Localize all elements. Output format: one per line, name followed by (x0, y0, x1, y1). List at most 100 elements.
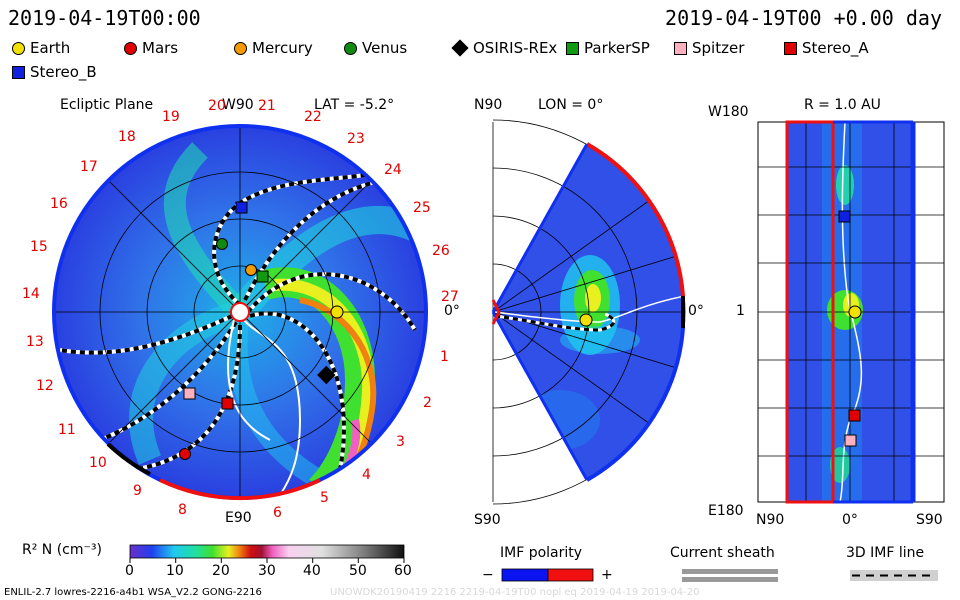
colorbar-label: R² N (cm⁻³) (22, 542, 102, 558)
earth-ecliptic-marker (330, 305, 344, 319)
legend-label: ParkerSP (584, 39, 650, 57)
carrington-label-21: 21 (258, 98, 276, 114)
ecliptic-top-label: W90 (222, 97, 254, 113)
legend-label: Venus (362, 39, 408, 57)
mercury-ecliptic-marker (245, 264, 257, 276)
spitzer-marker-icon (674, 41, 687, 55)
carrington-label-14: 14 (22, 286, 40, 302)
earth-marker-icon (12, 41, 25, 55)
footer-model-info: ENLIL-2.7 lowres-2216-a4b1 WSA_V2.2 GONG… (4, 587, 262, 598)
carrington-label-9: 9 (133, 483, 142, 499)
radial-bottom-left-label: E180 (708, 503, 744, 519)
legend-label: OSIRIS-REx (473, 39, 558, 57)
carrington-label-11: 11 (58, 422, 76, 438)
colorbar-tick-60: 60 (394, 563, 412, 579)
meridional-bottom-label: S90 (474, 512, 501, 528)
colorbar-tick-10: 10 (166, 563, 184, 579)
radial-mid-label: 1 (736, 303, 745, 319)
colorbar-tick-50: 50 (349, 563, 367, 579)
imf-plus-label: + (601, 567, 613, 583)
legend-label: Spitzer (692, 39, 745, 57)
colorbar-tick-0: 0 (125, 563, 134, 579)
carrington-label-19: 19 (162, 109, 180, 125)
datetime-left: 2019-04-19T00:00 (8, 6, 201, 30)
legend-stereo-a: Stereo_A (784, 39, 869, 57)
parkersp-marker-icon (566, 41, 579, 55)
carrington-label-8: 8 (178, 502, 187, 518)
ecliptic-right-label: 0° (444, 303, 460, 319)
carrington-label-1: 1 (440, 349, 449, 365)
legend-label: Stereo_A (802, 39, 869, 57)
legend-stereo-b: Stereo_B (12, 63, 97, 81)
osiris-rex-ecliptic-marker (317, 365, 336, 385)
carrington-label-24: 24 (384, 162, 402, 178)
carrington-label-27: 27 (441, 289, 459, 305)
carrington-label-10: 10 (89, 455, 107, 471)
radial-tick-s90: S90 (916, 512, 943, 528)
legend-label: Mercury (252, 39, 313, 57)
legend-osiris-rex: OSIRIS-REx (451, 39, 558, 57)
carrington-label-18: 18 (118, 129, 136, 145)
carrington-label-6: 6 (273, 505, 282, 521)
imf-polarity-label: IMF polarity (500, 545, 583, 561)
parkersp-ecliptic-marker (256, 270, 269, 283)
ecliptic-bottom-label: E90 (225, 510, 252, 526)
legend-spitzer: Spitzer (674, 39, 744, 57)
legend-earth: Earth (12, 39, 70, 57)
legend-label: Mars (142, 39, 179, 57)
mars-marker-icon (124, 41, 137, 55)
ecliptic-title: Ecliptic Plane (60, 97, 154, 113)
stereo-b-marker-icon (12, 65, 25, 79)
radial-tick-0: 0° (842, 512, 858, 528)
carrington-label-15: 15 (30, 239, 48, 255)
venus-marker-icon (344, 41, 357, 55)
ecliptic-lat-label: LAT = -5.2° (314, 97, 395, 113)
spitzer-radial-marker (844, 434, 857, 447)
stereo-a-radial-marker (848, 409, 861, 422)
mars-ecliptic-marker (179, 448, 191, 460)
meridional-top-label: N90 (474, 97, 503, 113)
spitzer-ecliptic-marker (183, 387, 196, 400)
legend-label: Earth (30, 39, 71, 57)
earth-radial-marker (848, 305, 862, 319)
mercury-marker-icon (234, 41, 247, 55)
radial-top-left-label: W180 (708, 104, 749, 120)
carrington-label-20: 20 (208, 98, 226, 114)
legend-label: Stereo_B (30, 63, 97, 81)
stereo-a-marker-icon (784, 41, 797, 55)
ecliptic-panel (52, 124, 428, 501)
colorbar-tick-40: 40 (303, 563, 321, 579)
meridional-lon-label: LON = 0° (538, 97, 604, 113)
legend-venus: Venus (344, 39, 407, 57)
carrington-label-4: 4 (362, 467, 371, 483)
carrington-label-22: 22 (304, 109, 322, 125)
imf-negative-swatch (501, 568, 549, 582)
imf-line-label: 3D IMF line (846, 545, 925, 561)
imf-positive-swatch (547, 568, 594, 582)
carrington-label-25: 25 (413, 200, 431, 216)
colorbar-tick-20: 20 (212, 563, 230, 579)
carrington-label-2: 2 (423, 395, 432, 411)
legend-parkersp: ParkerSP (566, 39, 650, 57)
carrington-label-5: 5 (320, 490, 329, 506)
carrington-label-12: 12 (36, 378, 54, 394)
meridional-right-label: 0° (688, 303, 704, 319)
stereo-b-radial-marker (838, 210, 851, 223)
radial-panel (757, 120, 945, 504)
legend-mars: Mars (124, 39, 178, 57)
carrington-label-17: 17 (80, 159, 98, 175)
current-sheath-line (682, 569, 778, 574)
venus-ecliptic-marker (216, 238, 228, 250)
density-colorbar (129, 544, 405, 559)
carrington-label-26: 26 (432, 243, 450, 259)
colorbar-tick-30: 30 (258, 563, 276, 579)
earth-meridional-marker (579, 313, 593, 327)
datetime-right: 2019-04-19T00 +0.00 day (665, 6, 942, 30)
radial-tick-n90: N90 (756, 512, 785, 528)
imf-minus-label: − (482, 567, 494, 583)
carrington-label-3: 3 (396, 434, 405, 450)
meridional-panel (491, 119, 686, 505)
footer-run-info: UNOWDK20190419 2216 2219-04-19T00 nopl e… (330, 587, 700, 598)
current-sheath-label: Current sheath (670, 545, 775, 561)
